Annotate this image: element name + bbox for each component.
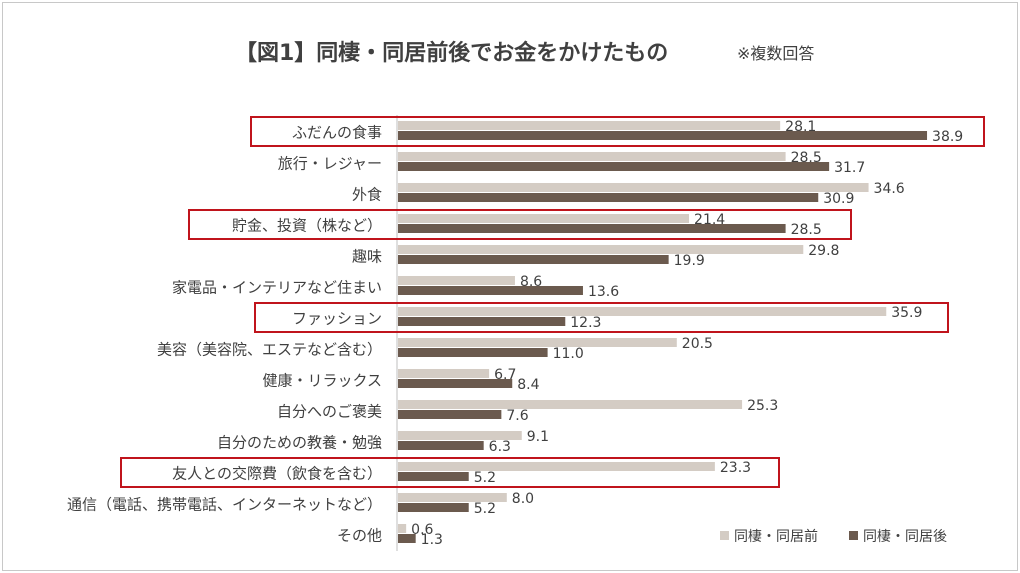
value-label-before: 20.5 — [682, 336, 713, 352]
bar-after — [398, 162, 830, 171]
highlight-box — [250, 116, 985, 147]
bar-after — [398, 286, 583, 295]
bar-before — [398, 307, 887, 316]
legend-swatch-before — [720, 531, 729, 540]
bar-before — [398, 276, 515, 285]
bar-after — [398, 193, 819, 202]
bar-before — [398, 369, 490, 378]
legend-label-after: 同棲・同居後 — [863, 529, 947, 545]
bar-after — [398, 472, 469, 481]
category-label: その他 — [337, 527, 382, 545]
value-label-after: 6.3 — [489, 439, 511, 455]
legend-label-before: 同棲・同居前 — [734, 528, 818, 545]
bar-after — [398, 379, 513, 388]
bar-before — [398, 183, 869, 192]
value-label-after: 28.5 — [791, 222, 822, 238]
bar-before — [398, 431, 522, 440]
value-label-after: 8.4 — [517, 377, 539, 393]
category-label: 家電品・インテリアなど住まい — [172, 279, 382, 297]
category-label: 外食 — [352, 186, 382, 204]
value-label-after: 1.3 — [421, 532, 443, 548]
chart: 【図1】同棲・同居前後でお金をかけたもの ※複数回答 ふだんの食事 28.138.… — [67, 40, 985, 551]
bar-after — [398, 317, 566, 326]
bar-after — [398, 410, 502, 419]
bar-before — [398, 493, 507, 502]
bar-after — [398, 441, 484, 450]
bar-after — [398, 131, 928, 140]
highlight-box — [188, 209, 852, 240]
bar-after — [398, 224, 786, 233]
bar-before — [398, 152, 786, 161]
category-label: 貯金、投資（株など） — [232, 217, 382, 235]
highlight-box — [254, 302, 949, 333]
category-label: 趣味 — [352, 248, 382, 266]
bar-rows: ふだんの食事 28.138.9旅行・レジャー 28.531.7外食 34.630.9貯… — [67, 116, 985, 548]
bar-before — [398, 121, 781, 130]
value-label-before: 9.1 — [527, 429, 549, 445]
value-label-before: 0.6 — [411, 522, 433, 538]
value-label-after: 5.2 — [474, 470, 496, 486]
value-label-before: 35.9 — [891, 305, 922, 321]
highlight-box — [120, 457, 780, 488]
value-label-after: 13.6 — [588, 284, 619, 300]
value-label-after: 19.9 — [674, 253, 705, 269]
bar-before — [398, 338, 677, 347]
bar-after — [398, 255, 669, 264]
value-label-before: 23.3 — [720, 460, 751, 476]
value-label-after: 31.7 — [834, 160, 865, 176]
value-label-after: 12.3 — [570, 315, 601, 331]
bar-before — [398, 524, 407, 533]
value-label-after: 11.0 — [553, 346, 584, 362]
category-label: 健康・リラックス — [262, 372, 382, 390]
value-label-before: 8.0 — [512, 491, 534, 507]
value-label-after: 5.2 — [474, 501, 496, 517]
category-label: 美容（美容院、エステなど含む） — [157, 341, 382, 359]
bar-before — [398, 462, 715, 471]
value-label-before: 25.3 — [747, 398, 778, 414]
value-label-after: 30.9 — [823, 191, 854, 207]
category-label: 友人との交際費（飲食を含む） — [172, 465, 382, 483]
bar-after — [398, 348, 548, 357]
value-label-before: 34.6 — [874, 181, 905, 197]
bar-before — [398, 214, 690, 223]
chart-note: ※複数回答 — [737, 44, 814, 63]
category-label: 旅行・レジャー — [278, 155, 382, 173]
category-label: ふだんの食事 — [292, 124, 382, 142]
bar-after — [398, 503, 469, 512]
value-label-after: 7.6 — [506, 408, 528, 424]
value-label-after: 38.9 — [932, 129, 963, 145]
legend: 同棲・同居前 同棲・同居後 — [720, 528, 947, 545]
category-label: 通信（電話、携帯電話、インターネットなど） — [67, 496, 382, 514]
value-label-before: 29.8 — [808, 243, 839, 259]
category-label: 自分へのご褒美 — [277, 403, 382, 421]
bar-after — [398, 534, 416, 543]
legend-swatch-after — [849, 531, 858, 540]
bar-before — [398, 245, 804, 254]
bar-before — [398, 400, 743, 409]
chart-title: 【図1】同棲・同居前後でお金をかけたもの — [235, 40, 668, 66]
category-label: ファッション — [292, 310, 382, 328]
category-label: 自分のための教養・勉強 — [217, 434, 382, 452]
